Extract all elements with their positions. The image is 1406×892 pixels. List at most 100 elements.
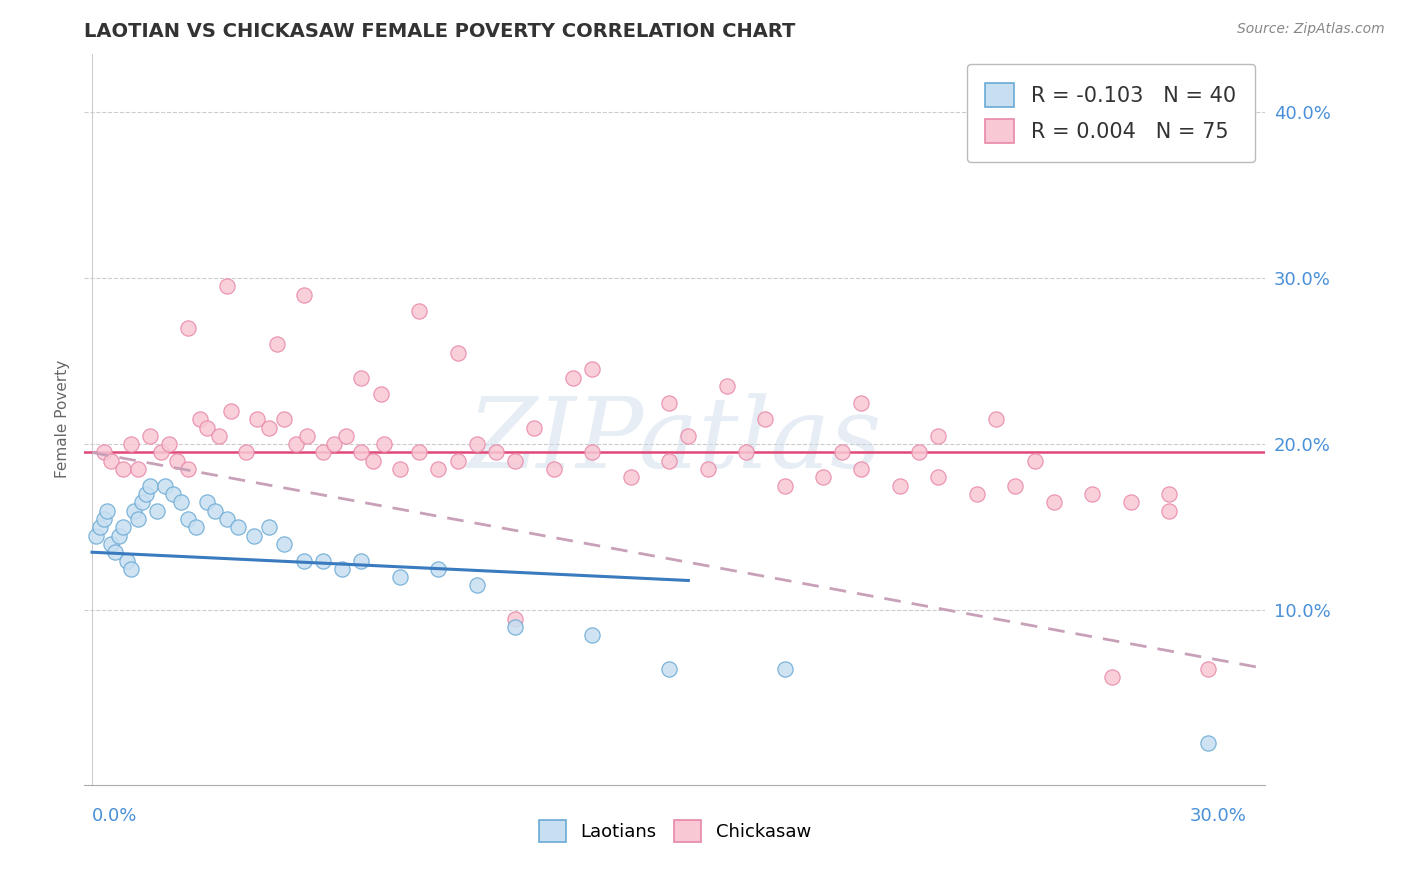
Point <box>323 437 346 451</box>
Point <box>503 612 526 626</box>
Point <box>678 429 700 443</box>
Point <box>754 412 776 426</box>
Point <box>503 454 526 468</box>
Point <box>966 487 988 501</box>
Point <box>408 304 430 318</box>
Point <box>273 537 295 551</box>
Point <box>927 429 949 443</box>
Point <box>120 562 142 576</box>
Point <box>204 503 226 517</box>
Text: ZIPatlas: ZIPatlas <box>468 393 882 489</box>
Point <box>350 370 373 384</box>
Point <box>330 562 353 576</box>
Point <box>93 445 115 459</box>
Point <box>235 445 257 459</box>
Point <box>312 553 335 567</box>
Point <box>292 287 315 301</box>
Point <box>388 570 411 584</box>
Point <box>215 512 238 526</box>
Point <box>908 445 931 459</box>
Point <box>388 462 411 476</box>
Point <box>581 445 603 459</box>
Point <box>139 479 162 493</box>
Point <box>135 487 157 501</box>
Point <box>115 553 138 567</box>
Point <box>361 454 384 468</box>
Point <box>108 528 131 542</box>
Point <box>811 470 834 484</box>
Point <box>523 420 546 434</box>
Point <box>284 437 307 451</box>
Point <box>465 578 488 592</box>
Point <box>84 528 107 542</box>
Point <box>124 503 146 517</box>
Point <box>1024 454 1046 468</box>
Point <box>1119 495 1142 509</box>
Point <box>561 370 583 384</box>
Point <box>696 462 718 476</box>
Point <box>1159 487 1181 501</box>
Point <box>197 420 219 434</box>
Point <box>226 520 249 534</box>
Point <box>851 462 873 476</box>
Point <box>658 454 681 468</box>
Point <box>446 345 468 359</box>
Point <box>127 512 149 526</box>
Point <box>177 512 200 526</box>
Point <box>1043 495 1066 509</box>
Point <box>543 462 565 476</box>
Point <box>93 512 115 526</box>
Point <box>370 387 392 401</box>
Point <box>581 362 603 376</box>
Point <box>1004 479 1026 493</box>
Point <box>131 495 153 509</box>
Point <box>658 662 681 676</box>
Point <box>169 495 191 509</box>
Point <box>297 429 319 443</box>
Point <box>266 337 288 351</box>
Point <box>242 528 264 542</box>
Point <box>273 412 295 426</box>
Point <box>219 404 242 418</box>
Point <box>851 395 873 409</box>
Point <box>111 462 134 476</box>
Text: 30.0%: 30.0% <box>1189 807 1246 825</box>
Point <box>215 279 238 293</box>
Text: 0.0%: 0.0% <box>91 807 138 825</box>
Point <box>177 462 200 476</box>
Text: LAOTIAN VS CHICKASAW FEMALE POVERTY CORRELATION CHART: LAOTIAN VS CHICKASAW FEMALE POVERTY CORR… <box>84 21 796 41</box>
Point <box>257 420 280 434</box>
Point <box>153 479 176 493</box>
Point <box>162 487 184 501</box>
Point <box>96 503 118 517</box>
Point <box>257 520 280 534</box>
Point <box>89 520 111 534</box>
Point <box>658 395 681 409</box>
Point <box>350 553 373 567</box>
Point <box>335 429 357 443</box>
Point <box>735 445 758 459</box>
Point <box>373 437 395 451</box>
Point <box>503 620 526 634</box>
Point <box>889 479 911 493</box>
Point <box>157 437 180 451</box>
Point <box>166 454 188 468</box>
Point <box>1159 503 1181 517</box>
Point <box>1081 487 1104 501</box>
Point <box>581 628 603 642</box>
Point <box>485 445 508 459</box>
Point <box>188 412 211 426</box>
Point <box>350 445 373 459</box>
Point <box>1197 736 1219 750</box>
Point <box>100 537 122 551</box>
Point <box>831 445 853 459</box>
Point <box>184 520 207 534</box>
Point <box>208 429 231 443</box>
Y-axis label: Female Poverty: Female Poverty <box>55 360 70 478</box>
Point <box>146 503 169 517</box>
Point <box>177 320 200 334</box>
Point <box>197 495 219 509</box>
Point <box>984 412 1007 426</box>
Text: Source: ZipAtlas.com: Source: ZipAtlas.com <box>1237 22 1385 37</box>
Point <box>1101 670 1123 684</box>
